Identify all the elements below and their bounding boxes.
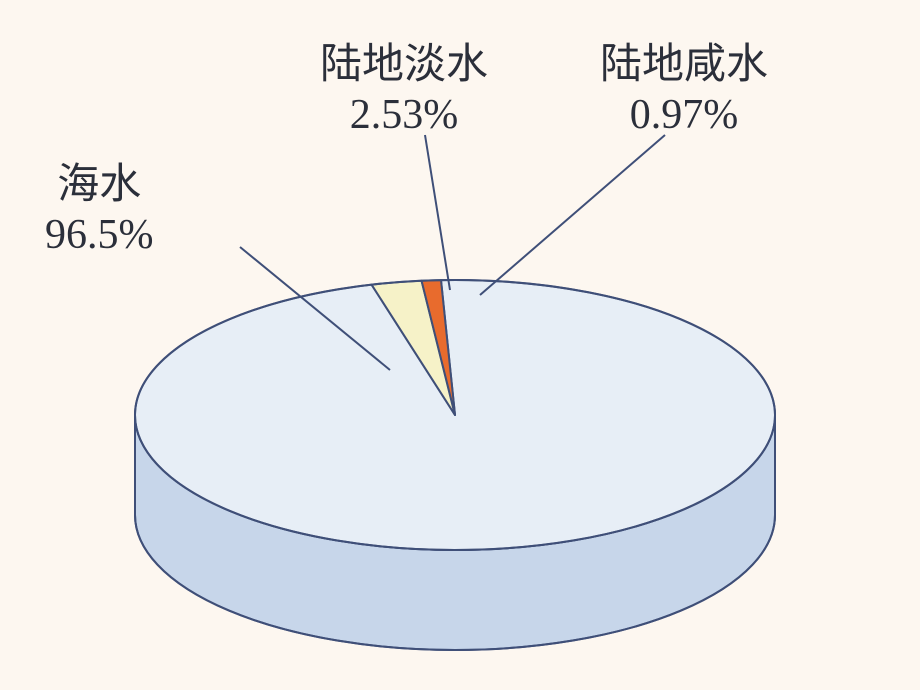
slice-name-land-fresh: 陆地淡水	[320, 30, 488, 91]
slice-value-seawater: 96.5%	[45, 211, 154, 259]
slice-label-land-fresh: 陆地淡水 2.53%	[320, 30, 488, 139]
slice-name-land-salt: 陆地咸水	[600, 30, 768, 91]
slice-label-land-salt: 陆地咸水 0.97%	[600, 30, 768, 139]
slice-label-seawater: 海水 96.5%	[45, 150, 154, 259]
slice-value-land-fresh: 2.53%	[320, 91, 488, 139]
slice-value-land-salt: 0.97%	[600, 91, 768, 139]
slice-name-seawater: 海水	[45, 150, 154, 211]
pie-chart-container: 海水 96.5% 陆地淡水 2.53% 陆地咸水 0.97%	[0, 0, 920, 690]
